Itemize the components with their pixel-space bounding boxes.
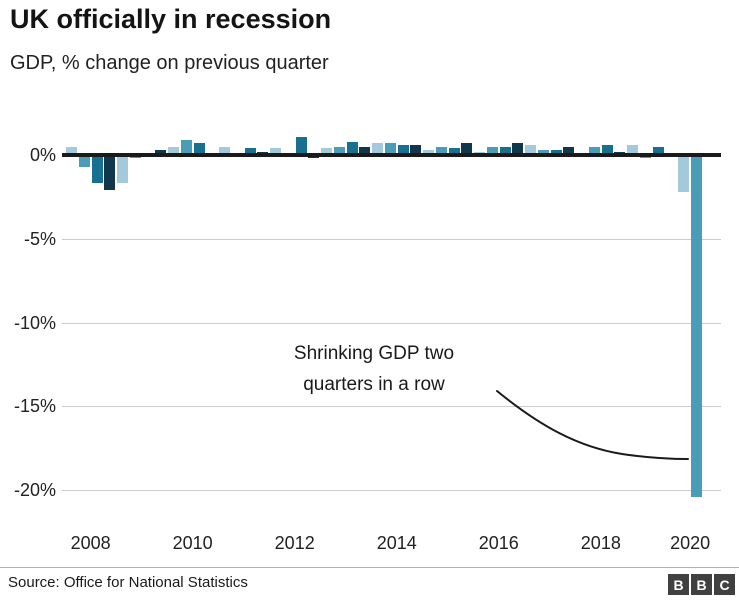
bar-2018-q3: [601, 144, 613, 155]
y-axis-tick-label: -10%: [13, 312, 56, 333]
bar-2015-q3: [448, 148, 460, 155]
bar-2017-q2: [537, 149, 549, 155]
y-gridline: [62, 490, 721, 492]
bar-2015-q2: [435, 146, 447, 155]
y-gridline: [62, 322, 721, 324]
y-axis-tick-label: -15%: [13, 396, 56, 417]
x-axis-year-label: 2014: [376, 533, 417, 553]
bar-2009-q4: [155, 149, 167, 155]
bar-2010-q1: [168, 146, 180, 155]
bbc-logo-letter-c: C: [714, 574, 735, 595]
bar-2014-q3: [397, 144, 409, 155]
chart-subtitle: GDP, % change on previous quarter: [10, 52, 329, 74]
bar-2009-q1: [117, 155, 129, 184]
bar-2010-q3: [193, 143, 205, 155]
bar-2014-q2: [384, 143, 396, 155]
y-axis-tick-label: -5%: [23, 228, 56, 249]
footer-divider: [0, 567, 739, 568]
y-gridline: [62, 238, 721, 240]
bar-2019-q1: [627, 144, 639, 155]
bar-2020-q2: [690, 155, 702, 497]
y-gridline: [62, 406, 721, 408]
bar-2016-q2: [486, 146, 498, 155]
bar-2013-q1: [321, 148, 333, 155]
bbc-logo: B B C: [668, 574, 735, 595]
bar-2014-q4: [410, 144, 422, 155]
y-axis-tick-label: -20%: [13, 480, 56, 501]
bar-2013-q2: [333, 146, 345, 155]
bar-2018-q2: [588, 146, 600, 155]
bar-2017-q4: [563, 146, 575, 155]
bar-2012-q1: [270, 148, 282, 155]
bbc-logo-letter-b2: B: [691, 574, 712, 595]
bar-2010-q2: [180, 139, 192, 155]
bar-2017-q3: [550, 149, 562, 155]
bar-2016-q4: [512, 143, 524, 155]
bar-2012-q3: [295, 136, 307, 155]
bar-2013-q3: [346, 141, 358, 155]
bar-2019-q3: [652, 146, 664, 155]
bar-2016-q3: [499, 146, 511, 155]
bar-2008-q4: [104, 155, 116, 191]
bar-2013-q4: [359, 146, 371, 155]
bar-2017-q1: [525, 144, 537, 155]
x-axis-year-label: 2018: [580, 533, 621, 553]
x-axis-year-label: 2010: [172, 533, 213, 553]
annotation-line-1: Shrinking GDP two: [293, 343, 455, 364]
bar-2020-q1: [678, 155, 690, 192]
bar-2014-q1: [372, 143, 384, 155]
x-axis-year-label: 2012: [274, 533, 315, 553]
bar-2011-q3: [244, 148, 256, 155]
bar-2015-q1: [423, 149, 435, 155]
bar-2008-q2: [78, 155, 90, 167]
zero-axis-line: [62, 153, 721, 157]
bar-2011-q1: [219, 146, 231, 155]
annotation-text: Shrinking GDP two quarters in a row: [243, 338, 505, 400]
bar-2015-q4: [461, 143, 473, 155]
y-axis-tick-label: 0%: [29, 145, 56, 165]
page-title: UK officially in recession: [10, 4, 332, 34]
annotation-line-2: quarters in a row: [303, 374, 445, 395]
x-axis-year-label: 2020: [670, 533, 711, 553]
x-axis-year-label: 2008: [70, 533, 111, 553]
x-axis-year-label: 2016: [478, 533, 519, 553]
bar-2008-q1: [66, 146, 77, 155]
bar-2008-q3: [91, 155, 103, 184]
bbc-logo-letter-b1: B: [668, 574, 689, 595]
source-credit: Source: Office for National Statistics: [8, 574, 248, 591]
